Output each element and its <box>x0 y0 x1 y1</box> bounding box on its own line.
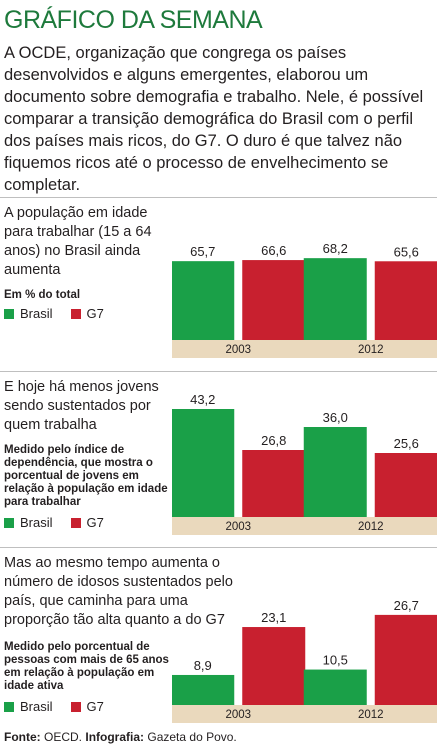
data-label: 8,9 <box>194 658 212 673</box>
x-tick-label: 2003 <box>225 344 251 356</box>
legend-swatch-brasil <box>4 308 14 319</box>
infografia-text: Gazeta do Povo. <box>147 730 237 744</box>
source-credit: Fonte: OECD. Infografia: Gazeta do Povo. <box>4 730 237 744</box>
bar-chart: 43,2 26,8 2003 36,0 25,6 2012 <box>172 385 437 535</box>
bar-g7-2012 <box>374 261 437 340</box>
legend: Brasil G7 <box>4 306 122 321</box>
bar-g7-2003 <box>242 260 306 340</box>
separator <box>0 371 437 372</box>
data-label: 26,7 <box>394 598 419 613</box>
page-title: GRÁFICO DA SEMANA <box>4 6 263 34</box>
bar-chart: 65,7 66,6 2003 68,2 65,6 2012 <box>172 208 437 358</box>
legend-label-g7: G7 <box>86 699 104 714</box>
bar-brasil-2012 <box>303 258 367 340</box>
bar-brasil-2012 <box>303 427 367 517</box>
panel-note: Medido pelo índice de dependência, que m… <box>4 444 168 508</box>
source-label: Fonte: <box>4 730 41 744</box>
x-tick-label: 2003 <box>225 709 251 721</box>
legend-swatch-g7 <box>70 701 81 712</box>
bar-g7-2003 <box>242 450 306 517</box>
panel-note: Em % do total <box>4 289 81 301</box>
intro-text: A OCDE, organização que congrega os país… <box>4 44 424 194</box>
legend-label-brasil: Brasil <box>20 699 53 714</box>
legend: Brasil G7 <box>4 515 122 530</box>
bar-brasil-2012 <box>303 669 367 705</box>
infografia-label: Infografia: <box>85 730 145 744</box>
legend-swatch-g7 <box>70 517 81 528</box>
data-label: 23,1 <box>261 610 286 625</box>
separator <box>0 197 437 198</box>
data-label: 25,6 <box>394 436 419 451</box>
x-tick-label: 2012 <box>358 709 384 721</box>
bar-g7-2003 <box>242 627 306 705</box>
data-label: 36,0 <box>323 410 348 425</box>
data-label: 10,5 <box>323 653 348 668</box>
legend-label-g7: G7 <box>86 515 104 530</box>
bar-brasil-2003 <box>172 409 235 517</box>
bar-g7-2012 <box>374 453 437 517</box>
chart-svg: 65,7 66,6 2003 68,2 65,6 2012 <box>172 241 437 358</box>
separator <box>0 547 437 548</box>
bar-brasil-2003 <box>172 674 235 705</box>
panel-note: Medido pelo porcentual de pessoas com ma… <box>4 641 169 692</box>
legend-swatch-brasil <box>4 701 14 712</box>
chart-svg: 8,9 23,1 2003 10,5 26,7 2012 <box>172 598 437 723</box>
chart-panel-3: Mas ao mesmo tempo aumenta o número de i… <box>0 548 437 728</box>
chart-panel-1: A população em idade para trabalhar (15 … <box>0 198 437 366</box>
bar-chart: 8,9 23,1 2003 10,5 26,7 2012 <box>172 573 437 723</box>
legend-label-brasil: Brasil <box>20 306 53 321</box>
legend-label-g7: G7 <box>86 306 104 321</box>
data-label: 65,6 <box>394 244 419 259</box>
source-text: OECD. <box>44 730 83 744</box>
chart-svg: 43,2 26,8 2003 36,0 25,6 2012 <box>172 392 437 535</box>
panel-description: A população em idade para trabalhar (15 … <box>4 205 152 278</box>
bar-brasil-2003 <box>172 261 235 340</box>
data-label: 66,6 <box>261 243 286 258</box>
chart-panel-2: E hoje há menos jovens sendo sustentados… <box>0 372 437 542</box>
x-tick-label: 2003 <box>225 521 251 533</box>
legend-swatch-g7 <box>70 308 81 319</box>
bar-g7-2012 <box>374 614 437 705</box>
x-axis-band <box>172 705 437 723</box>
legend-swatch-brasil <box>4 517 14 528</box>
x-axis-band <box>172 340 437 358</box>
data-label: 68,2 <box>323 241 348 256</box>
data-label: 26,8 <box>261 433 286 448</box>
panel-description: Mas ao mesmo tempo aumenta o número de i… <box>4 555 233 628</box>
panel-description: E hoje há menos jovens sendo sustentados… <box>4 379 159 433</box>
data-label: 43,2 <box>190 392 215 407</box>
x-axis-band <box>172 517 437 535</box>
x-tick-label: 2012 <box>358 344 384 356</box>
data-label: 65,7 <box>190 244 215 259</box>
legend-label-brasil: Brasil <box>20 515 53 530</box>
legend: Brasil G7 <box>4 699 122 714</box>
x-tick-label: 2012 <box>358 521 384 533</box>
